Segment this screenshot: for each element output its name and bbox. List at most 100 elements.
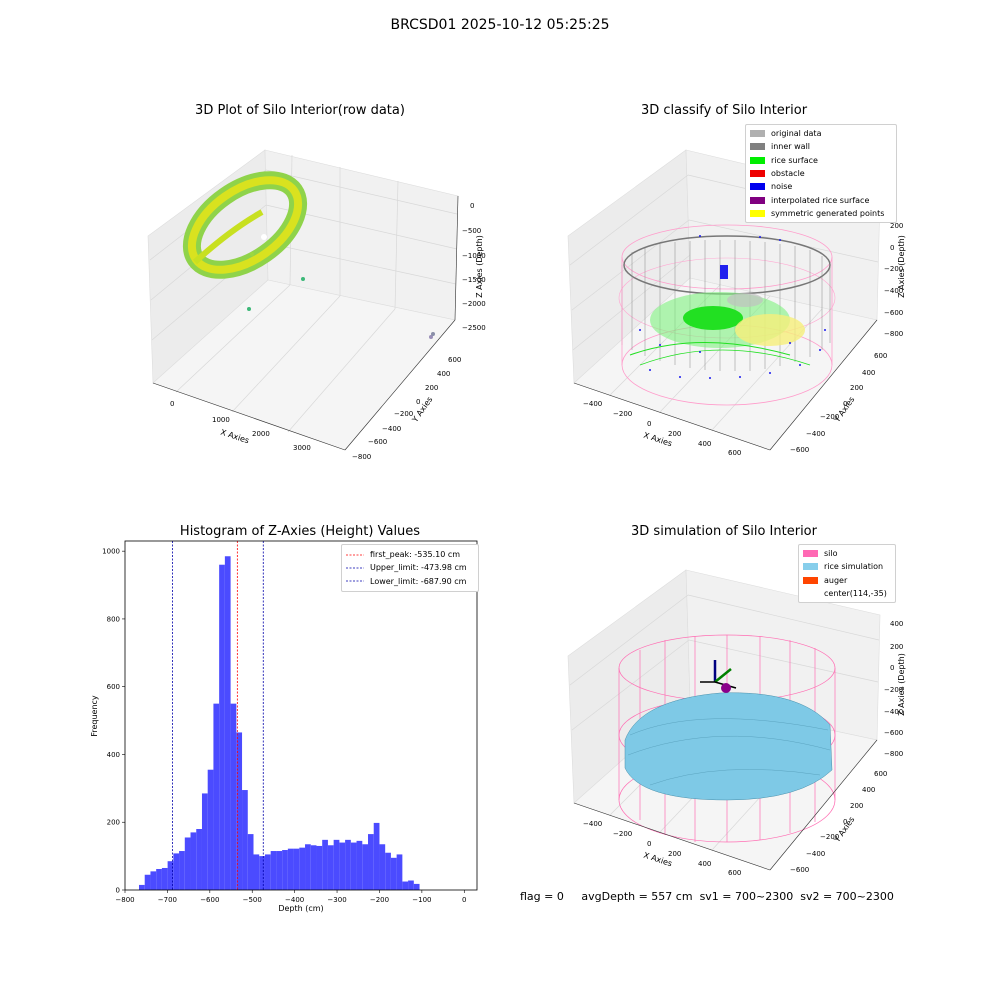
histogram-bar bbox=[242, 790, 248, 890]
histogram-bar bbox=[413, 883, 420, 890]
panel1-ytick: 200 bbox=[425, 384, 439, 392]
histogram-bar bbox=[264, 854, 271, 890]
histogram-bar bbox=[253, 854, 260, 890]
panel4-auger-and-center bbox=[700, 660, 737, 693]
flag-text: flag = 0 bbox=[520, 890, 564, 903]
panel4-xtick: 400 bbox=[698, 860, 712, 868]
panel4-xtick: −200 bbox=[613, 830, 633, 838]
panel2-xtick: −400 bbox=[583, 400, 603, 408]
panel2-classified-points bbox=[629, 235, 826, 379]
panel1-title: 3D Plot of Silo Interior(row data) bbox=[195, 103, 405, 118]
panel2-ytick: 400 bbox=[862, 369, 876, 377]
legend-entry-obstacle: obstacle bbox=[750, 167, 892, 180]
histogram-bar bbox=[190, 832, 197, 890]
x-tick-label: −400 bbox=[285, 896, 304, 904]
histogram-bar bbox=[161, 867, 168, 890]
y-tick-label: 400 bbox=[107, 751, 120, 759]
histogram-bar bbox=[179, 851, 185, 890]
panel4-ytick: 400 bbox=[862, 786, 876, 794]
legend-swatch bbox=[750, 143, 765, 151]
panel1-ytick: −200 bbox=[394, 410, 414, 418]
panel3-plot-frame bbox=[124, 540, 478, 891]
panel2-xtick: 200 bbox=[668, 430, 682, 438]
histogram-bar bbox=[173, 853, 180, 890]
panel4-ytick: −600 bbox=[790, 866, 810, 874]
panel3-title: Histogram of Z-Axies (Height) Values bbox=[179, 524, 421, 539]
panel1-ytick: −800 bbox=[352, 453, 372, 461]
panel4-legend: silo rice simulation auger center(114,-3… bbox=[798, 544, 896, 604]
panel1-ytick: 400 bbox=[437, 370, 451, 378]
histogram-bar bbox=[305, 844, 311, 890]
panel4-xtick: 0 bbox=[647, 840, 652, 848]
y-tick-label: 1000 bbox=[102, 548, 120, 556]
histogram-bar bbox=[368, 834, 374, 890]
histogram-bar bbox=[282, 850, 288, 890]
legend-entry-auger: auger bbox=[803, 574, 891, 587]
panel1-outlier-point bbox=[301, 277, 305, 281]
histogram-bar bbox=[224, 556, 231, 890]
panel1-ytick: −400 bbox=[382, 425, 402, 433]
panel4-ytick: −200 bbox=[820, 833, 840, 841]
y-tick-label: 600 bbox=[107, 683, 120, 691]
legend-swatch bbox=[750, 156, 765, 164]
panel4-ztick: −200 bbox=[884, 686, 904, 694]
panel1-xtick: 3000 bbox=[293, 444, 311, 452]
panel4-ztick: 0 bbox=[890, 664, 895, 672]
legend-entry-symmetric-generated-points: symmetric generated points bbox=[750, 207, 892, 220]
histogram-bar bbox=[390, 857, 397, 890]
legend-entry-inner-wall: inner wall bbox=[750, 140, 892, 153]
legend-entry-center: center(114,-35) bbox=[803, 587, 891, 600]
histogram-bar bbox=[327, 845, 334, 890]
histogram-bar bbox=[156, 868, 162, 890]
panel4-ytick: 200 bbox=[850, 802, 864, 810]
y-tick-label: 800 bbox=[107, 615, 120, 623]
legend-swatch bbox=[803, 563, 818, 571]
legend-entry-silo: silo bbox=[803, 547, 891, 560]
x-tick-label: −200 bbox=[370, 896, 389, 904]
x-tick-label: −600 bbox=[200, 896, 219, 904]
figure-title: BRCSD01 2025-10-12 05:25:25 bbox=[390, 17, 610, 33]
panel1-outlier-point bbox=[429, 335, 433, 339]
histogram-bar bbox=[213, 703, 220, 890]
histogram-bar bbox=[310, 845, 317, 890]
histogram-bar bbox=[247, 834, 254, 890]
y-tick-label: 0 bbox=[116, 887, 120, 895]
legend-entry-original-data: original data bbox=[750, 127, 892, 140]
x-tick-label: −800 bbox=[115, 896, 134, 904]
histogram-bar bbox=[333, 839, 340, 890]
legend-entry-lower-limit: Lower_limit: -687.90 cm bbox=[346, 576, 467, 586]
panel2-ztick: 200 bbox=[890, 222, 904, 230]
legend-entry-rice-surface: rice surface bbox=[750, 154, 892, 167]
histogram-bar bbox=[293, 848, 300, 890]
x-tick-label: −700 bbox=[158, 896, 177, 904]
avg-depth-text: avgDepth = 557 cm bbox=[581, 890, 693, 903]
panel1-ztick: 0 bbox=[470, 202, 475, 210]
histogram-bar bbox=[402, 881, 409, 890]
panel2-ytick: −200 bbox=[820, 413, 840, 421]
panel2-ztick: −800 bbox=[884, 330, 904, 338]
legend-entry-upper-limit: Upper_limit: -473.98 cm bbox=[346, 563, 467, 573]
panel4-ytick: 600 bbox=[874, 770, 888, 778]
legend-entry-first-peak: first_peak: -535.10 cm bbox=[346, 550, 461, 560]
histogram-bar bbox=[167, 861, 174, 890]
histogram-bar bbox=[276, 851, 283, 890]
panel3-xlabel: Depth (cm) bbox=[278, 904, 323, 913]
panel2-xtick: −200 bbox=[613, 410, 633, 418]
panel2-ytick: 200 bbox=[850, 384, 864, 392]
histogram-bar bbox=[138, 884, 145, 890]
histogram-bar bbox=[379, 844, 386, 890]
panel4-ztick: −600 bbox=[884, 729, 904, 737]
histogram-bar bbox=[270, 851, 277, 890]
legend-swatch bbox=[750, 209, 765, 217]
panel1-outlier-point bbox=[247, 307, 251, 311]
panel4-title: 3D simulation of Silo Interior bbox=[631, 524, 817, 539]
panel1-ztick: −1000 bbox=[462, 252, 486, 260]
legend-entry-interpolated-rice-surface: interpolated rice surface bbox=[750, 193, 892, 206]
panel2-xtick: 600 bbox=[728, 449, 742, 457]
histogram-bar bbox=[196, 829, 202, 890]
panel2-ztick: 0 bbox=[890, 244, 895, 252]
